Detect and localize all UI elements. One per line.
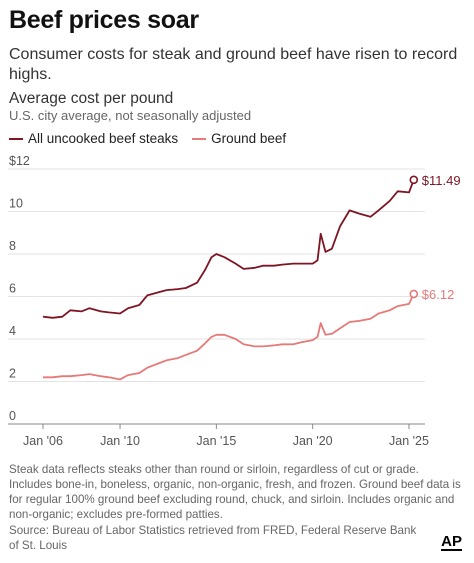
line-chart: $12 10 8 6 4 2 0 Jan '06 Jan '10 Jan '15 Jan '20 Ja… — [8, 154, 461, 448]
x-tick-label: Jan '25 — [389, 434, 429, 448]
footnote: Steak data reflects steaks other than ro… — [9, 463, 461, 521]
series-line-steaks — [42, 179, 415, 319]
legend-swatch-ground-beef — [192, 137, 207, 140]
chart-subtitle: Consumer costs for steak and ground beef… — [9, 46, 458, 83]
legend-label-steaks: All uncooked beef steaks — [28, 131, 179, 146]
end-marker — [409, 289, 419, 299]
source-note: Source: Bureau of Labor Statistics retri… — [9, 524, 417, 552]
y-tick-label: 6 — [9, 282, 16, 296]
x-tick-label: Jan '10 — [100, 434, 140, 448]
y-tick-label: 8 — [9, 239, 16, 253]
legend-label-ground-beef: Ground beef — [211, 131, 287, 146]
x-tick-label: Jan '06 — [23, 434, 63, 448]
legend-swatch-steaks — [9, 137, 23, 140]
end-marker — [409, 175, 419, 185]
x-tick-label: Jan '20 — [293, 434, 333, 448]
y-tick-label: $12 — [9, 154, 30, 168]
legend-item-ground-beef: Ground beef — [192, 131, 286, 146]
chart-title: Beef prices soar — [9, 6, 199, 34]
series-line-ground-beef — [43, 293, 415, 381]
ap-logo: AP — [441, 533, 462, 551]
y-tick-label: 10 — [9, 197, 23, 211]
chart-heading: Average cost per pound — [9, 90, 174, 107]
legend-item-steaks: All uncooked beef steaks — [9, 131, 178, 146]
legend: All uncooked beef steaks Ground beef — [9, 131, 300, 146]
y-tick-label: 0 — [9, 409, 16, 423]
y-tick-label: 2 — [9, 367, 16, 381]
chart-subheading: U.S. city average, not seasonally adjust… — [9, 108, 252, 123]
x-tick-label: Jan '15 — [196, 434, 236, 448]
end-value-label: $6.12 — [422, 287, 455, 302]
y-tick-label: 4 — [9, 324, 16, 338]
end-value-label: $11.49 — [422, 173, 461, 188]
